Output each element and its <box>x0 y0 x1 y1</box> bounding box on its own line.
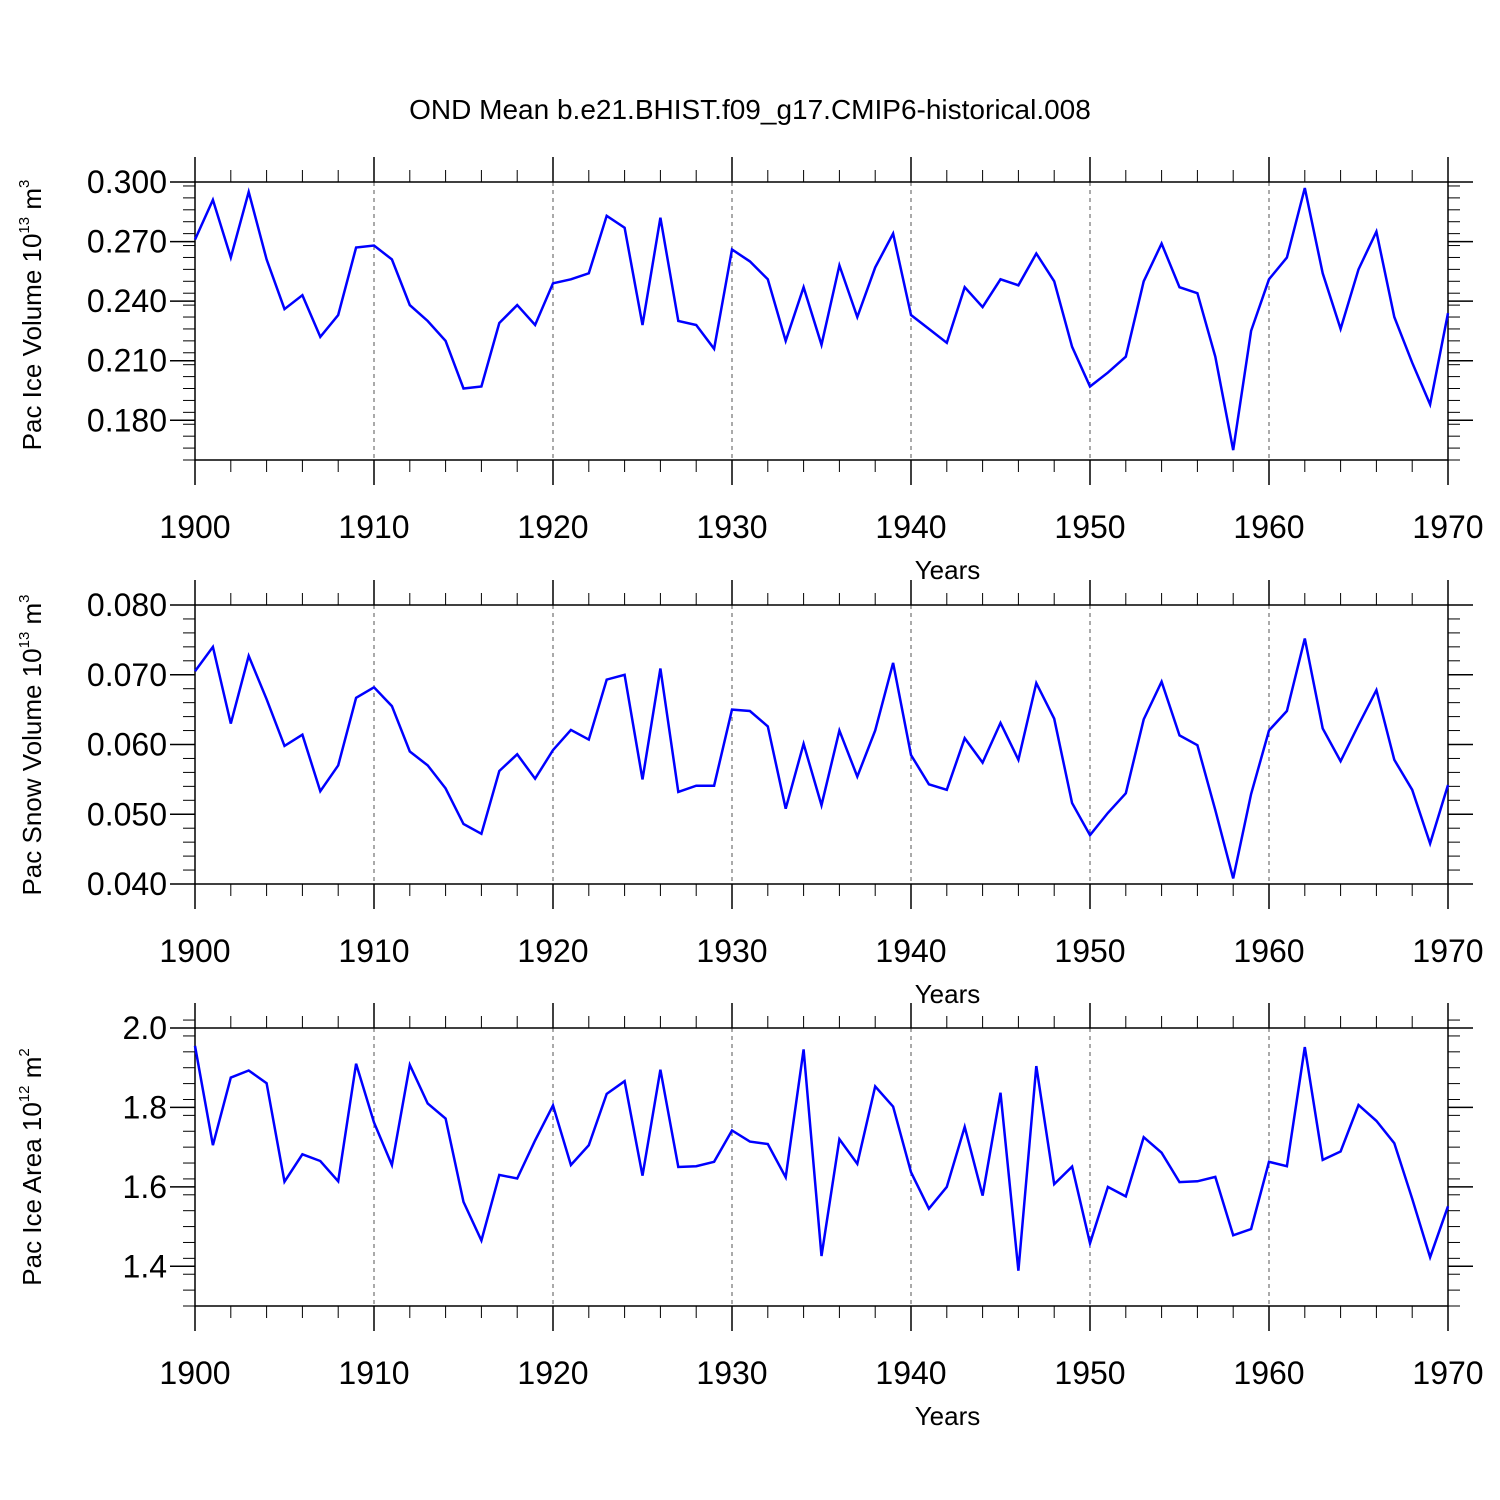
x-tick-label: 1960 <box>1233 509 1304 545</box>
x-tick-label: 1970 <box>1412 1355 1483 1391</box>
panel-1: 1900 1910 1920 1930 1940 1950 1960 1970 0.180 0.2… <box>16 157 1484 585</box>
series-line <box>193 187 1450 451</box>
y-axis-title-exponent: 13 <box>16 632 33 649</box>
plot-frame <box>194 181 1449 461</box>
y-tick-label: 1.4 <box>123 1248 167 1284</box>
y-tick-label: 0.270 <box>87 224 167 260</box>
x-tick-label: 1900 <box>159 933 230 969</box>
x-tick-label: 1960 <box>1233 933 1304 969</box>
x-tick-label: 1910 <box>338 933 409 969</box>
y-axis-title-prefix: Pac Ice Area 10 <box>17 1102 47 1286</box>
y-axis-title-unit: m <box>17 188 47 217</box>
x-tick-label: 1920 <box>517 1355 588 1391</box>
x-tick-label: 1940 <box>875 509 946 545</box>
x-axis-title: Years <box>915 1401 981 1431</box>
x-tick-label: 1900 <box>159 1355 230 1391</box>
x-tick-label: 1950 <box>1054 509 1125 545</box>
y-tick-label: 2.0 <box>123 1010 167 1046</box>
y-axis-title-prefix: Pac Snow Volume 10 <box>17 648 47 895</box>
x-axis-title: Years <box>915 979 981 1009</box>
x-tick-label: 1910 <box>338 509 409 545</box>
x-tick-label: 1920 <box>517 933 588 969</box>
x-tick-label: 1940 <box>875 933 946 969</box>
series-line <box>193 1045 1450 1271</box>
x-tick-label: 1930 <box>696 1355 767 1391</box>
x-tick-label: 1930 <box>696 933 767 969</box>
y-tick-label: 1.8 <box>123 1089 167 1125</box>
y-tick-label: 0.050 <box>87 796 167 832</box>
figure-title: OND Mean b.e21.BHIST.f09_g17.CMIP6-histo… <box>409 94 1091 125</box>
y-tick-label: 0.080 <box>87 587 167 623</box>
x-axis-title: Years <box>915 555 981 585</box>
y-axis-title-exponent: 13 <box>16 217 33 234</box>
x-tick-label: 1900 <box>159 509 230 545</box>
plot-frame <box>194 1027 1449 1307</box>
x-tick-label: 1930 <box>696 509 767 545</box>
y-tick-label: 0.180 <box>87 402 167 438</box>
panel-2: 1900 1910 1920 1930 1940 1950 1960 1970 0.040 0.0… <box>16 580 1484 1009</box>
y-axis-title: Pac Ice Volume 1013 m3 <box>16 180 47 451</box>
x-tick-label: 1950 <box>1054 933 1125 969</box>
y-tick-label: 1.6 <box>123 1169 167 1205</box>
x-tick-label: 1920 <box>517 509 588 545</box>
y-tick-label: 0.060 <box>87 727 167 763</box>
x-tick-label: 1940 <box>875 1355 946 1391</box>
series-line <box>193 638 1450 879</box>
x-tick-label: 1950 <box>1054 1355 1125 1391</box>
panel-3: 1900 1910 1920 1930 1940 1950 1960 1970 1.4 1.6 1.… <box>16 1003 1484 1431</box>
y-tick-label: 0.300 <box>87 164 167 200</box>
y-tick-label: 0.070 <box>87 657 167 693</box>
y-axis-title-unit-exponent: 3 <box>16 180 33 188</box>
x-tick-label: 1970 <box>1412 933 1483 969</box>
x-tick-label: 1910 <box>338 1355 409 1391</box>
x-tick-label: 1970 <box>1412 509 1483 545</box>
y-axis-title-prefix: Pac Ice Volume 10 <box>17 234 47 451</box>
y-axis-title-unit: m <box>17 1057 47 1086</box>
y-axis-title: Pac Ice Area 1012 m2 <box>16 1048 47 1285</box>
y-axis-title-unit: m <box>17 603 47 632</box>
y-axis-title: Pac Snow Volume 1013 m3 <box>16 594 47 895</box>
y-tick-label: 0.240 <box>87 283 167 319</box>
y-axis-title-unit-exponent: 3 <box>16 594 33 602</box>
y-axis-title-exponent: 12 <box>16 1085 33 1102</box>
y-axis-title-unit-exponent: 2 <box>16 1048 33 1056</box>
y-tick-label: 0.210 <box>87 343 167 379</box>
x-tick-label: 1960 <box>1233 1355 1304 1391</box>
y-tick-label: 0.040 <box>87 866 167 902</box>
